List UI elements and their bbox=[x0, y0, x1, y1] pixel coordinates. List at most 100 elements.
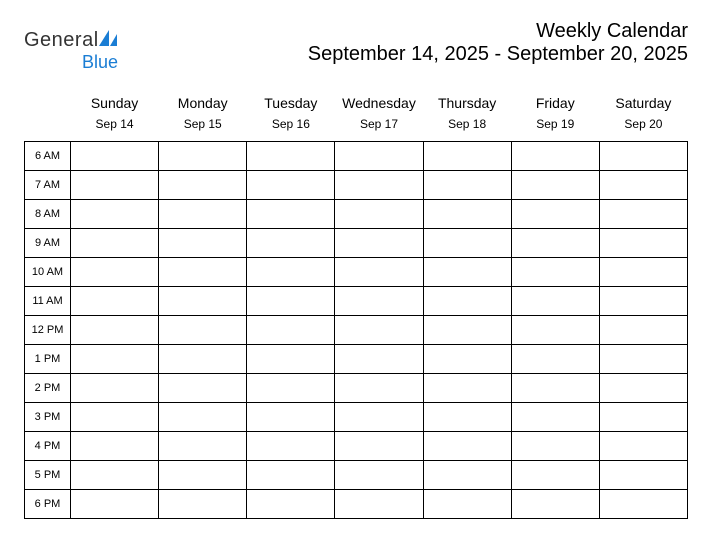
calendar-cell[interactable] bbox=[335, 403, 423, 432]
calendar-cell[interactable] bbox=[335, 142, 423, 171]
calendar-cell[interactable] bbox=[247, 200, 335, 229]
calendar-cell[interactable] bbox=[335, 316, 423, 345]
calendar-cell[interactable] bbox=[511, 490, 599, 519]
calendar-cell[interactable] bbox=[159, 200, 247, 229]
calendar-cell[interactable] bbox=[423, 200, 511, 229]
calendar-cell[interactable] bbox=[423, 316, 511, 345]
date-header: Sep 14 bbox=[71, 113, 159, 142]
calendar-cell[interactable] bbox=[159, 403, 247, 432]
calendar-body: 6 AM7 AM8 AM9 AM10 AM11 AM12 PM1 PM2 PM3… bbox=[25, 142, 688, 519]
calendar-cell[interactable] bbox=[247, 432, 335, 461]
hour-label: 6 PM bbox=[25, 490, 71, 519]
calendar-cell[interactable] bbox=[335, 432, 423, 461]
calendar-cell[interactable] bbox=[247, 461, 335, 490]
calendar-cell[interactable] bbox=[247, 171, 335, 200]
calendar-cell[interactable] bbox=[159, 258, 247, 287]
calendar-cell[interactable] bbox=[599, 490, 687, 519]
logo: General Blue bbox=[24, 20, 121, 73]
calendar-cell[interactable] bbox=[159, 142, 247, 171]
calendar-cell[interactable] bbox=[247, 287, 335, 316]
calendar-cell[interactable] bbox=[247, 374, 335, 403]
calendar-cell[interactable] bbox=[335, 374, 423, 403]
calendar-cell[interactable] bbox=[71, 258, 159, 287]
table-row: 1 PM bbox=[25, 345, 688, 374]
calendar-cell[interactable] bbox=[71, 287, 159, 316]
calendar-cell[interactable] bbox=[423, 142, 511, 171]
calendar-cell[interactable] bbox=[511, 229, 599, 258]
calendar-cell[interactable] bbox=[71, 345, 159, 374]
calendar-cell[interactable] bbox=[335, 490, 423, 519]
calendar-cell[interactable] bbox=[599, 287, 687, 316]
calendar-cell[interactable] bbox=[159, 287, 247, 316]
calendar-cell[interactable] bbox=[247, 345, 335, 374]
calendar-cell[interactable] bbox=[71, 171, 159, 200]
calendar-cell[interactable] bbox=[511, 258, 599, 287]
calendar-cell[interactable] bbox=[511, 142, 599, 171]
calendar-cell[interactable] bbox=[71, 142, 159, 171]
calendar-cell[interactable] bbox=[335, 229, 423, 258]
calendar-cell[interactable] bbox=[423, 403, 511, 432]
calendar-cell[interactable] bbox=[511, 200, 599, 229]
calendar-cell[interactable] bbox=[511, 316, 599, 345]
calendar-cell[interactable] bbox=[71, 316, 159, 345]
calendar-cell[interactable] bbox=[423, 461, 511, 490]
calendar-cell[interactable] bbox=[335, 461, 423, 490]
calendar-cell[interactable] bbox=[159, 461, 247, 490]
calendar-cell[interactable] bbox=[423, 490, 511, 519]
calendar-cell[interactable] bbox=[71, 403, 159, 432]
table-row: 4 PM bbox=[25, 432, 688, 461]
calendar-cell[interactable] bbox=[511, 171, 599, 200]
calendar-cell[interactable] bbox=[159, 345, 247, 374]
calendar-cell[interactable] bbox=[599, 171, 687, 200]
calendar-cell[interactable] bbox=[599, 316, 687, 345]
calendar-cell[interactable] bbox=[423, 229, 511, 258]
calendar-cell[interactable] bbox=[247, 258, 335, 287]
calendar-cell[interactable] bbox=[335, 171, 423, 200]
calendar-cell[interactable] bbox=[71, 229, 159, 258]
calendar-cell[interactable] bbox=[599, 461, 687, 490]
calendar-cell[interactable] bbox=[159, 316, 247, 345]
calendar-cell[interactable] bbox=[423, 374, 511, 403]
calendar-cell[interactable] bbox=[599, 432, 687, 461]
calendar-cell[interactable] bbox=[159, 229, 247, 258]
calendar-cell[interactable] bbox=[599, 345, 687, 374]
calendar-cell[interactable] bbox=[599, 258, 687, 287]
calendar-cell[interactable] bbox=[599, 200, 687, 229]
calendar-cell[interactable] bbox=[159, 432, 247, 461]
calendar-cell[interactable] bbox=[247, 229, 335, 258]
calendar-cell[interactable] bbox=[511, 403, 599, 432]
calendar-cell[interactable] bbox=[335, 200, 423, 229]
calendar-cell[interactable] bbox=[511, 345, 599, 374]
calendar-cell[interactable] bbox=[423, 258, 511, 287]
calendar-cell[interactable] bbox=[599, 374, 687, 403]
calendar-cell[interactable] bbox=[71, 374, 159, 403]
calendar-cell[interactable] bbox=[159, 374, 247, 403]
calendar-cell[interactable] bbox=[423, 345, 511, 374]
calendar-cell[interactable] bbox=[71, 432, 159, 461]
calendar-cell[interactable] bbox=[599, 142, 687, 171]
calendar-cell[interactable] bbox=[335, 287, 423, 316]
calendar-cell[interactable] bbox=[511, 374, 599, 403]
calendar-cell[interactable] bbox=[247, 316, 335, 345]
calendar-cell[interactable] bbox=[247, 142, 335, 171]
calendar-cell[interactable] bbox=[247, 490, 335, 519]
calendar-cell[interactable] bbox=[335, 345, 423, 374]
calendar-cell[interactable] bbox=[423, 171, 511, 200]
calendar-cell[interactable] bbox=[71, 461, 159, 490]
calendar-cell[interactable] bbox=[71, 490, 159, 519]
calendar-cell[interactable] bbox=[159, 171, 247, 200]
table-row: 9 AM bbox=[25, 229, 688, 258]
calendar-cell[interactable] bbox=[511, 287, 599, 316]
calendar-cell[interactable] bbox=[423, 432, 511, 461]
calendar-cell[interactable] bbox=[423, 287, 511, 316]
calendar-cell[interactable] bbox=[511, 432, 599, 461]
logo-text-blue: Blue bbox=[26, 52, 118, 72]
calendar-cell[interactable] bbox=[511, 461, 599, 490]
calendar-cell[interactable] bbox=[335, 258, 423, 287]
calendar-cell[interactable] bbox=[247, 403, 335, 432]
calendar-cell[interactable] bbox=[599, 403, 687, 432]
hour-label: 9 AM bbox=[25, 229, 71, 258]
calendar-cell[interactable] bbox=[159, 490, 247, 519]
calendar-cell[interactable] bbox=[599, 229, 687, 258]
calendar-cell[interactable] bbox=[71, 200, 159, 229]
